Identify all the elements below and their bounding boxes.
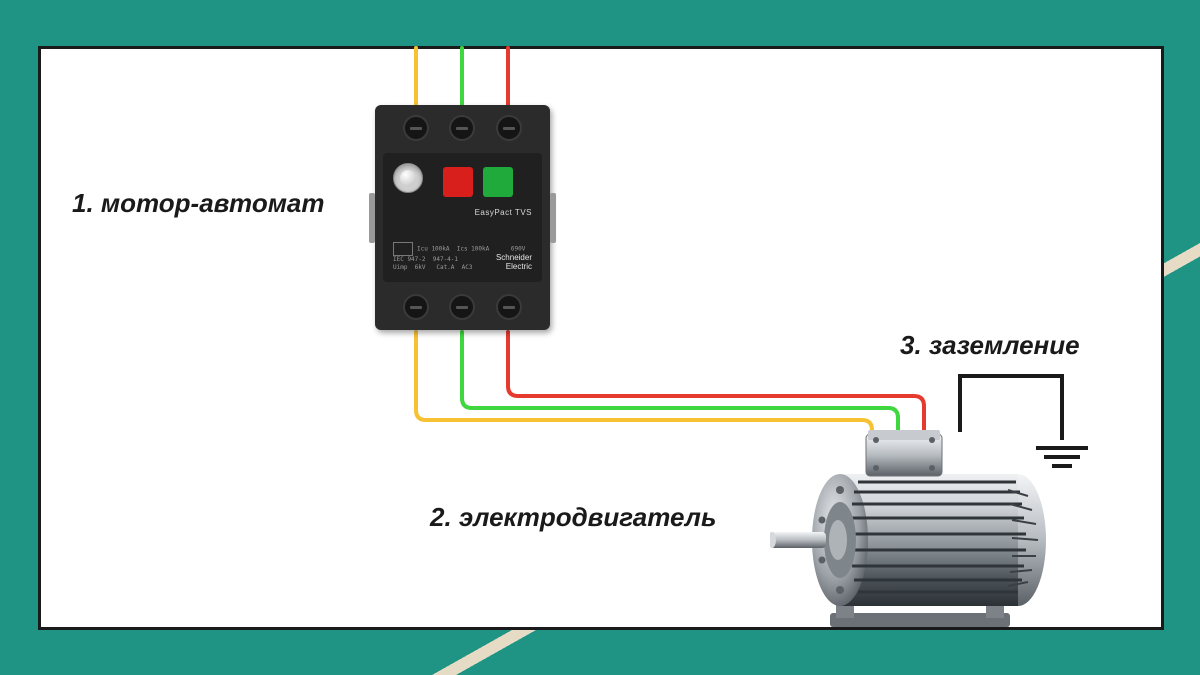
label-2-motor: 2. электродвигатель — [430, 502, 716, 533]
label-1-breaker: 1. мотор-автомат — [72, 188, 325, 219]
label-3-ground: 3. заземление — [900, 330, 1080, 361]
